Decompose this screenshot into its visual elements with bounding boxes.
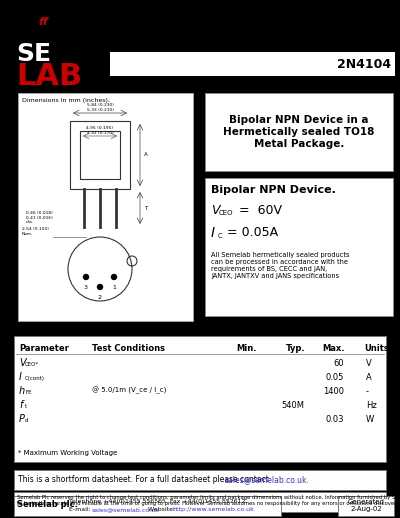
Text: C(cont): C(cont) [25,376,45,381]
Text: Website:: Website: [144,507,177,512]
Text: ff: ff [38,17,48,27]
Text: A: A [366,373,372,382]
Text: All Semelab hermetically sealed products
can be processed in accordance with the: All Semelab hermetically sealed products… [211,252,350,279]
Bar [14,496,281,516]
Text: * Maximum Working Voltage: * Maximum Working Voltage [18,450,117,456]
Text: Typ.: Typ. [286,344,306,353]
Text: 0.46 (0.018)
0.41 (0.016)
dia.: 0.46 (0.018) 0.41 (0.016) dia. [26,211,53,224]
Bar [14,336,386,462]
Text: 2.54 (0.100)
Nom.: 2.54 (0.100) Nom. [22,227,49,236]
Text: SE: SE [16,42,51,66]
Text: -: - [366,387,369,396]
Text: CEO: CEO [219,210,234,216]
Text: sales@semelab.co.uk.: sales@semelab.co.uk. [224,476,309,484]
Bar [70,121,130,189]
Text: V: V [366,359,372,368]
Text: Generated
2-Aug-02: Generated 2-Aug-02 [348,499,384,512]
Text: C: C [218,233,223,239]
Text: E-mail:: E-mail: [69,507,93,512]
Bar [14,470,386,490]
Bar [205,93,393,171]
Text: d: d [25,418,28,423]
Text: Hz: Hz [366,401,377,410]
Text: Bipolar NPN Device in a
Hermetically sealed TO18
Metal Package.: Bipolar NPN Device in a Hermetically sea… [223,116,375,149]
Text: Bipolar NPN Device.: Bipolar NPN Device. [211,185,336,195]
Text: Semelab plc.: Semelab plc. [17,500,78,509]
Text: =  60V: = 60V [239,204,282,217]
Bar [110,52,395,76]
Text: 1400: 1400 [323,387,344,396]
Bar [338,496,394,516]
Bar [80,131,120,179]
Text: LAB: LAB [16,62,82,91]
Circle shape [98,284,102,290]
Text: Units: Units [364,344,389,353]
Text: W: W [366,415,374,424]
Text: Test Conditions: Test Conditions [92,344,165,353]
Text: A: A [144,152,148,157]
Text: Parameter: Parameter [19,344,69,353]
Circle shape [112,275,116,280]
Bar [18,93,193,321]
Text: 5.84 (0.230)
5.33 (0.210): 5.84 (0.230) 5.33 (0.210) [86,103,114,111]
Text: 2N4104: 2N4104 [337,57,391,70]
Text: I: I [211,226,215,240]
Text: 60: 60 [333,359,344,368]
Text: CEO*: CEO* [25,362,39,367]
Text: V: V [19,358,26,368]
Bar [14,492,386,512]
Text: V: V [211,204,220,217]
Circle shape [84,275,88,280]
Bar [205,178,393,316]
Text: 1: 1 [112,285,116,290]
Text: = 0.05A: = 0.05A [227,226,278,239]
Text: @ 5.0/1m (V_ce / I_c): @ 5.0/1m (V_ce / I_c) [92,387,166,395]
Text: f: f [19,400,22,410]
Text: Telephone +44(0)1455 556565. Fax +44(0)1455 552612.: Telephone +44(0)1455 556565. Fax +44(0)1… [69,499,248,504]
Text: Max.: Max. [322,344,344,353]
Text: 2: 2 [98,295,102,300]
Text: 0.05: 0.05 [326,373,344,382]
Text: t: t [25,404,27,409]
Text: Semelab Plc reserves the right to change test conditions, parameter limits and p: Semelab Plc reserves the right to change… [17,495,400,506]
Text: FE: FE [25,390,32,395]
Text: 4.95 (0.195)
4.32 (0.170): 4.95 (0.195) 4.32 (0.170) [86,126,114,135]
Text: 0.03: 0.03 [326,415,344,424]
Text: Dimensions in mm (inches).: Dimensions in mm (inches). [22,98,110,103]
Text: sales@semelab.co.uk: sales@semelab.co.uk [92,507,160,512]
Text: This is a shortform datasheet. For a full datasheet please contact: This is a shortform datasheet. For a ful… [18,476,271,484]
Text: 540M: 540M [281,401,304,410]
Text: P: P [19,414,25,424]
Text: 3: 3 [84,285,88,290]
Text: T: T [144,207,147,211]
Text: I: I [19,372,22,382]
Text: Min.: Min. [236,344,256,353]
Text: http://www.semelab.co.uk: http://www.semelab.co.uk [172,507,254,512]
Text: h: h [19,386,25,396]
